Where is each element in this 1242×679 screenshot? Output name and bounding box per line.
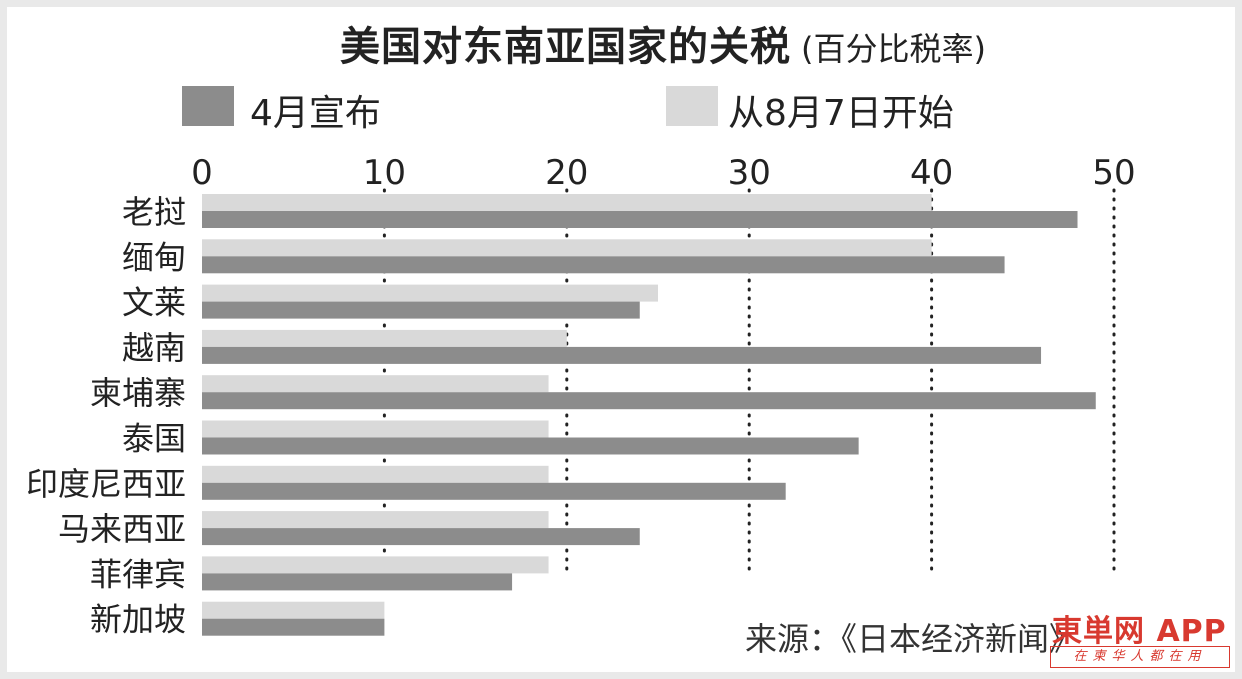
category-label-7: 马来西亚 <box>58 510 186 548</box>
chart-subtitle: (百分比税率) <box>801 30 986 68</box>
bar-august-7 <box>202 511 549 529</box>
bar-august-2 <box>202 284 658 302</box>
bar-august-9 <box>202 601 385 619</box>
category-label-1: 缅甸 <box>122 238 186 276</box>
watermark-logo: 東単网 APP <box>1052 614 1227 649</box>
x-tick-label-0: 0 <box>191 153 213 193</box>
bar-august-8 <box>202 556 549 574</box>
legend-swatch-august <box>666 86 718 126</box>
category-label-3: 越南 <box>122 329 186 367</box>
legend-swatch-april <box>182 86 234 126</box>
x-tick-label-40: 40 <box>910 153 953 193</box>
bar-august-5 <box>202 420 549 438</box>
bar-april-1 <box>202 256 1005 274</box>
bar-august-6 <box>202 465 549 483</box>
x-tick-label-30: 30 <box>728 153 771 193</box>
chart-title: 美国对东南亚国家的关税 <box>340 24 791 70</box>
x-tick-label-20: 20 <box>545 153 588 193</box>
category-label-4: 柬埔寨 <box>90 374 186 412</box>
bar-august-3 <box>202 329 567 347</box>
category-label-0: 老挝 <box>122 193 186 231</box>
bar-august-1 <box>202 239 932 257</box>
category-label-9: 新加坡 <box>90 601 186 639</box>
category-label-5: 泰国 <box>122 420 186 458</box>
bar-august-4 <box>202 375 549 393</box>
chart-title-block: 美国对东南亚国家的关税 (百分比税率) <box>340 14 986 74</box>
bar-april-7 <box>202 528 640 546</box>
category-label-6: 印度尼西亚 <box>26 465 186 503</box>
watermark-tagline: 在柬华人都在用 <box>1050 646 1230 668</box>
x-tick-label-50: 50 <box>1092 153 1135 193</box>
category-label-8: 菲律宾 <box>90 555 186 593</box>
bar-april-3 <box>202 346 1042 364</box>
bar-april-9 <box>202 618 385 636</box>
bar-august-0 <box>202 194 932 211</box>
category-label-2: 文莱 <box>122 284 186 322</box>
source-note: 来源：《日本经济新闻》 <box>745 620 1082 658</box>
bar-april-6 <box>202 482 786 500</box>
bar-april-5 <box>202 437 859 455</box>
x-tick-label-10: 10 <box>363 153 406 193</box>
bar-april-2 <box>202 301 640 319</box>
legend-label-august: 从8月7日开始 <box>728 93 954 134</box>
bar-april-8 <box>202 573 513 591</box>
bar-april-0 <box>202 211 1078 228</box>
legend-label-april: 4月宣布 <box>250 93 381 134</box>
bar-april-4 <box>202 392 1096 410</box>
